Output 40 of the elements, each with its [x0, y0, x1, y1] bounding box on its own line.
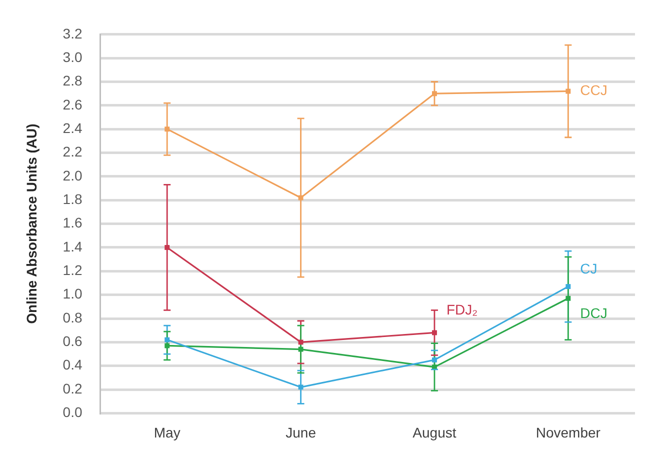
- series-label: CJ: [580, 260, 598, 276]
- series-label: FDJ₂: [446, 302, 478, 318]
- point: [164, 337, 170, 342]
- y-tick-label: 1.0: [62, 286, 82, 302]
- series-label: DCJ: [580, 305, 608, 322]
- point: [298, 384, 304, 390]
- y-tick-label: 0.2: [62, 380, 82, 396]
- y-tick-label: 0.8: [62, 309, 82, 326]
- y-tick-label: 2.2: [62, 144, 82, 160]
- point: [298, 346, 304, 352]
- point: [164, 245, 170, 250]
- x-tick-label: August: [412, 424, 456, 440]
- point: [298, 195, 304, 200]
- y-tick-label: 1.6: [62, 214, 82, 231]
- point: [164, 343, 170, 348]
- y-tick-label: 0.6: [62, 333, 82, 350]
- series-label: CCJ: [580, 82, 608, 98]
- point: [566, 88, 571, 94]
- y-tick-label: 2.8: [62, 72, 82, 89]
- y-tick-label: 3.2: [62, 25, 82, 42]
- y-tick-label: 1.2: [62, 262, 82, 278]
- x-tick-label: June: [286, 424, 316, 440]
- point: [164, 126, 170, 132]
- point: [432, 357, 437, 362]
- y-tick-label: 3.0: [62, 48, 82, 65]
- y-tick-label: 0.4: [62, 356, 82, 373]
- point: [566, 284, 571, 290]
- y-tick-label: 0.0: [62, 404, 82, 420]
- x-tick-label: May: [154, 424, 180, 440]
- y-axis-title: Online Absorbance Units (AU): [23, 124, 40, 324]
- y-tick-label: 2.6: [62, 96, 82, 112]
- point: [298, 340, 304, 345]
- y-tick-label: 1.8: [62, 190, 82, 207]
- y-tick-label: 1.4: [62, 238, 82, 254]
- y-tick-label: 2.0: [62, 167, 82, 184]
- y-tick-label: 2.4: [62, 120, 82, 136]
- point: [566, 296, 571, 301]
- x-tick-label: November: [536, 424, 601, 440]
- point: [432, 330, 437, 336]
- point: [432, 91, 437, 96]
